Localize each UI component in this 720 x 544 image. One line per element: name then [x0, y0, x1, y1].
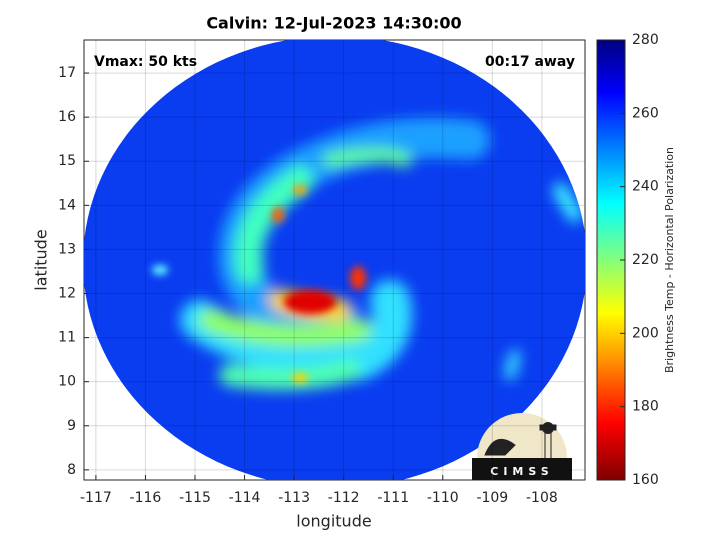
x-tick-label: -116 — [130, 490, 162, 506]
colorbar-tick-label: 240 — [632, 179, 659, 195]
y-tick-label: 15 — [58, 153, 76, 169]
colorbar-tick-label: 280 — [632, 32, 659, 48]
y-tick-label: 17 — [58, 65, 76, 81]
y-tick-label: 10 — [58, 374, 76, 390]
y-tick-label: 13 — [58, 241, 76, 257]
y-tick-label: 16 — [58, 109, 76, 125]
satellite-image — [84, 40, 585, 480]
x-tick-label: -117 — [80, 490, 112, 506]
x-tick-label: -114 — [229, 490, 261, 506]
logo-text: CIMSS — [490, 465, 553, 478]
x-tick-label: -111 — [377, 490, 409, 506]
colorbar-tick-label: 160 — [632, 472, 659, 488]
colorbar-tick-label: 220 — [632, 252, 659, 268]
annotation: 00:17 away — [485, 54, 575, 70]
cimss-logo — [472, 413, 572, 480]
colorbar-tick-label: 260 — [632, 105, 659, 121]
x-axis-label: longitude — [296, 512, 371, 531]
y-tick-label: 8 — [67, 462, 76, 478]
colorbar-label: Brightness Temp - Horizontal Polarizatio… — [663, 147, 676, 373]
y-tick-label: 9 — [67, 418, 76, 434]
x-tick-label: -115 — [179, 490, 211, 506]
y-tick-label: 11 — [58, 330, 76, 346]
x-tick-label: -113 — [278, 490, 310, 506]
x-tick-label: -108 — [526, 490, 558, 506]
y-tick-label: 14 — [58, 197, 76, 213]
x-tick-label: -109 — [476, 490, 508, 506]
colorbar-tick-label: 180 — [632, 399, 659, 415]
annotation: Vmax: 50 kts — [94, 54, 197, 70]
x-tick-label: -110 — [427, 490, 459, 506]
chart-title: Calvin: 12-Jul-2023 14:30:00 — [206, 14, 461, 33]
colorbar-tick-label: 200 — [632, 325, 659, 341]
y-axis-label: latitude — [32, 229, 51, 290]
x-tick-label: -112 — [328, 490, 360, 506]
y-tick-label: 12 — [58, 286, 76, 302]
